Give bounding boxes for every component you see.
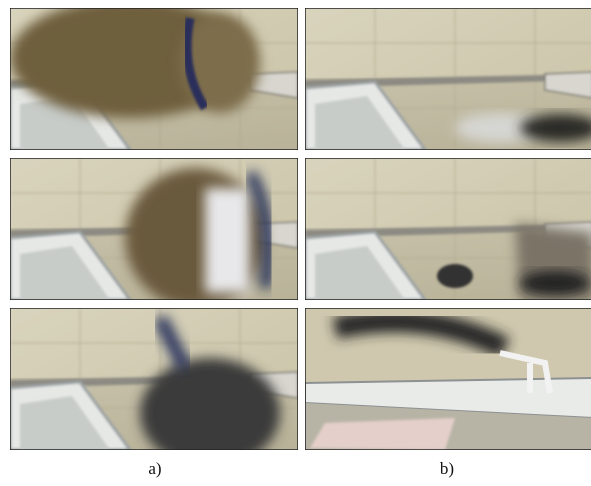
frame-a1 [10,8,298,150]
frame-b2 [305,158,591,300]
caption: b) [440,459,454,478]
frame-b1 [305,8,591,150]
frame-a2 [10,158,298,300]
caption: a) [148,459,161,478]
frame-a3 [10,308,298,450]
frame-b3 [305,308,591,450]
